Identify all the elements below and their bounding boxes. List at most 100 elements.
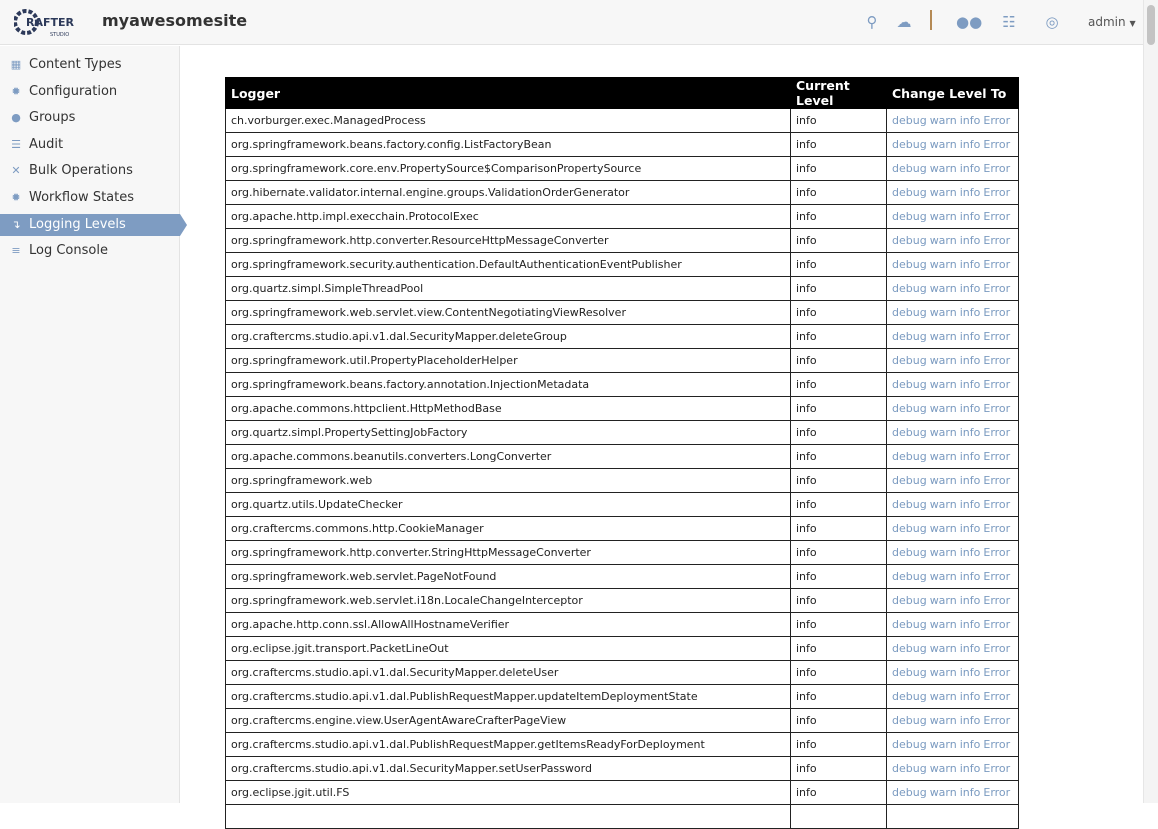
set-level-error-link[interactable]: Error	[983, 642, 1011, 655]
set-level-warn-link[interactable]: warn	[929, 234, 957, 247]
set-level-warn-link[interactable]: warn	[929, 114, 957, 127]
set-level-error-link[interactable]: Error	[983, 762, 1011, 775]
set-level-warn-link[interactable]: warn	[929, 522, 957, 535]
set-level-info-link[interactable]: info	[959, 282, 981, 295]
set-level-debug-link[interactable]: debug	[892, 642, 927, 655]
set-level-debug-link[interactable]: debug	[892, 378, 927, 391]
set-level-info-link[interactable]: info	[959, 666, 981, 679]
set-level-warn-link[interactable]: warn	[929, 378, 957, 391]
set-level-info-link[interactable]: info	[959, 618, 981, 631]
sidebar-item-content-types[interactable]: ▦ Content Types	[0, 53, 180, 77]
set-level-debug-link[interactable]: debug	[892, 426, 927, 439]
set-level-debug-link[interactable]: debug	[892, 330, 927, 343]
set-level-info-link[interactable]: info	[959, 498, 981, 511]
set-level-warn-link[interactable]: warn	[929, 546, 957, 559]
set-level-info-link[interactable]: info	[959, 714, 981, 727]
set-level-error-link[interactable]: Error	[983, 570, 1011, 583]
set-level-error-link[interactable]: Error	[983, 738, 1011, 751]
set-level-debug-link[interactable]: debug	[892, 570, 927, 583]
set-level-error-link[interactable]: Error	[983, 402, 1011, 415]
sidebar-item-bulk-operations[interactable]: ✕ Bulk Operations	[0, 159, 180, 183]
search-icon[interactable]: ⚲	[866, 13, 878, 31]
sitemap-icon[interactable]: ☷	[1002, 13, 1016, 31]
set-level-info-link[interactable]: info	[959, 594, 981, 607]
set-level-error-link[interactable]: Error	[983, 114, 1011, 127]
set-level-error-link[interactable]: Error	[983, 234, 1011, 247]
set-level-error-link[interactable]: Error	[983, 306, 1011, 319]
set-level-debug-link[interactable]: debug	[892, 114, 927, 127]
set-level-debug-link[interactable]: debug	[892, 594, 927, 607]
set-level-debug-link[interactable]: debug	[892, 474, 927, 487]
set-level-error-link[interactable]: Error	[983, 498, 1011, 511]
set-level-info-link[interactable]: info	[959, 354, 981, 367]
set-level-error-link[interactable]: Error	[983, 594, 1011, 607]
set-level-debug-link[interactable]: debug	[892, 306, 927, 319]
set-level-error-link[interactable]: Error	[983, 426, 1011, 439]
set-level-debug-link[interactable]: debug	[892, 138, 927, 151]
set-level-debug-link[interactable]: debug	[892, 354, 927, 367]
set-level-warn-link[interactable]: warn	[929, 162, 957, 175]
set-level-debug-link[interactable]: debug	[892, 690, 927, 703]
set-level-error-link[interactable]: Error	[983, 450, 1011, 463]
set-level-warn-link[interactable]: warn	[929, 666, 957, 679]
user-menu[interactable]: admin ▼	[1088, 15, 1136, 29]
set-level-info-link[interactable]: info	[959, 162, 981, 175]
set-level-debug-link[interactable]: debug	[892, 714, 927, 727]
set-level-info-link[interactable]: info	[959, 474, 981, 487]
set-level-warn-link[interactable]: warn	[929, 138, 957, 151]
set-level-debug-link[interactable]: debug	[892, 282, 927, 295]
set-level-error-link[interactable]: Error	[983, 714, 1011, 727]
scrollbar[interactable]	[1143, 0, 1158, 803]
set-level-warn-link[interactable]: warn	[929, 330, 957, 343]
set-level-warn-link[interactable]: warn	[929, 282, 957, 295]
set-level-debug-link[interactable]: debug	[892, 450, 927, 463]
help-lifebuoy-icon[interactable]: ◎	[1045, 13, 1059, 31]
set-level-info-link[interactable]: info	[959, 522, 981, 535]
set-level-info-link[interactable]: info	[959, 690, 981, 703]
set-level-info-link[interactable]: info	[959, 138, 981, 151]
set-level-info-link[interactable]: info	[959, 306, 981, 319]
set-level-info-link[interactable]: info	[959, 642, 981, 655]
set-level-debug-link[interactable]: debug	[892, 234, 927, 247]
set-level-warn-link[interactable]: warn	[929, 594, 957, 607]
set-level-warn-link[interactable]: warn	[929, 450, 957, 463]
set-level-info-link[interactable]: info	[959, 330, 981, 343]
sidebar-item-configuration[interactable]: ✹ Configuration	[0, 80, 180, 104]
cloud-upload-icon[interactable]: ☁	[896, 13, 912, 31]
set-level-debug-link[interactable]: debug	[892, 402, 927, 415]
set-level-info-link[interactable]: info	[959, 402, 981, 415]
set-level-error-link[interactable]: Error	[983, 474, 1011, 487]
set-level-error-link[interactable]: Error	[983, 546, 1011, 559]
set-level-warn-link[interactable]: warn	[929, 570, 957, 583]
users-icon[interactable]: ●●	[956, 13, 983, 31]
set-level-error-link[interactable]: Error	[983, 378, 1011, 391]
set-level-info-link[interactable]: info	[959, 234, 981, 247]
set-level-error-link[interactable]: Error	[983, 282, 1011, 295]
set-level-warn-link[interactable]: warn	[929, 210, 957, 223]
set-level-info-link[interactable]: info	[959, 570, 981, 583]
set-level-warn-link[interactable]: warn	[929, 738, 957, 751]
set-level-warn-link[interactable]: warn	[929, 186, 957, 199]
set-level-info-link[interactable]: info	[959, 762, 981, 775]
set-level-error-link[interactable]: Error	[983, 258, 1011, 271]
set-level-warn-link[interactable]: warn	[929, 306, 957, 319]
set-level-warn-link[interactable]: warn	[929, 618, 957, 631]
set-level-warn-link[interactable]: warn	[929, 354, 957, 367]
set-level-info-link[interactable]: info	[959, 450, 981, 463]
set-level-error-link[interactable]: Error	[983, 666, 1011, 679]
set-level-error-link[interactable]: Error	[983, 162, 1011, 175]
sidebar-item-groups[interactable]: ● Groups	[0, 106, 180, 130]
set-level-warn-link[interactable]: warn	[929, 426, 957, 439]
set-level-debug-link[interactable]: debug	[892, 546, 927, 559]
set-level-debug-link[interactable]: debug	[892, 666, 927, 679]
set-level-debug-link[interactable]: debug	[892, 618, 927, 631]
set-level-info-link[interactable]: info	[959, 378, 981, 391]
site-name[interactable]: myawesomesite	[102, 11, 248, 30]
set-level-warn-link[interactable]: warn	[929, 474, 957, 487]
set-level-debug-link[interactable]: debug	[892, 162, 927, 175]
sidebar-item-log-console[interactable]: ≡ Log Console	[0, 239, 180, 263]
set-level-warn-link[interactable]: warn	[929, 402, 957, 415]
set-level-error-link[interactable]: Error	[983, 186, 1011, 199]
set-level-debug-link[interactable]: debug	[892, 258, 927, 271]
set-level-warn-link[interactable]: warn	[929, 786, 957, 799]
